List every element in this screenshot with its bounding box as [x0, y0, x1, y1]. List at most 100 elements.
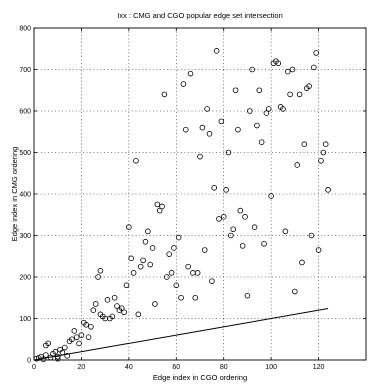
x-tick-label: 80: [220, 364, 228, 371]
scatter-point: [183, 127, 188, 132]
scatter-point: [292, 289, 297, 294]
scatter-point: [145, 229, 150, 234]
scatter-point: [153, 302, 158, 307]
scatter-point: [167, 252, 172, 257]
x-tick-label: 100: [265, 364, 277, 371]
scatter-point: [319, 158, 324, 163]
scatter-point: [179, 295, 184, 300]
y-axis-label: Edge index in CMG ordering: [10, 147, 19, 242]
scatter-point: [283, 229, 288, 234]
scatter-point: [150, 246, 155, 251]
scatter-point: [200, 125, 205, 130]
scatter-point: [195, 270, 200, 275]
scatter-point: [86, 335, 91, 340]
y-tick-label: 0: [27, 358, 31, 365]
x-axis-label: Edge index in CGO ordering: [153, 373, 247, 382]
y-tick-label: 400: [19, 192, 31, 199]
scatter-point: [243, 214, 248, 219]
scatter-point: [257, 88, 262, 93]
scatter-point: [190, 270, 195, 275]
data-series: [34, 48, 330, 361]
scatter-point: [129, 256, 134, 261]
reference-line: [34, 309, 328, 360]
scatter-point: [207, 131, 212, 136]
scatter-point: [250, 67, 255, 72]
x-tick-label: 20: [78, 364, 86, 371]
scatter-point: [205, 107, 210, 112]
scatter-point: [74, 335, 79, 340]
scatter-point: [62, 345, 67, 350]
scatter-point: [214, 48, 219, 53]
scatter-point: [105, 297, 110, 302]
scatter-point: [89, 324, 94, 329]
y-tick-label: 100: [19, 316, 31, 323]
scatter-point: [266, 107, 271, 112]
scatter-point: [134, 158, 139, 163]
y-tick-label: 800: [19, 26, 31, 33]
scatter-point: [141, 258, 146, 263]
scatter-point: [300, 260, 305, 265]
scatter-point: [285, 69, 290, 74]
scatter-point: [138, 264, 143, 269]
scatter-point: [176, 235, 181, 240]
x-tick-label: 0: [32, 364, 36, 371]
scatter-point: [122, 310, 127, 315]
scatter-point: [96, 275, 101, 280]
scatter-point: [262, 241, 267, 246]
scatter-point: [155, 202, 160, 207]
scatter-point: [255, 123, 260, 128]
scatter-point: [91, 308, 96, 313]
y-tick-label: 700: [19, 67, 31, 74]
scatter-point: [240, 243, 245, 248]
scatter-point: [252, 225, 257, 230]
x-tick-label: 40: [125, 364, 133, 371]
y-tick-label: 600: [19, 109, 31, 116]
scatter-point: [126, 225, 131, 230]
y-tick-label: 200: [19, 275, 31, 282]
scatter-point: [193, 295, 198, 300]
scatter-point: [219, 119, 224, 124]
scatter-point: [236, 127, 241, 132]
x-axis-ticks: 0 20 40 60 80 100 120: [32, 28, 324, 371]
y-tick-label: 500: [19, 150, 31, 157]
scatter-point: [326, 187, 331, 192]
scatter-point: [302, 142, 307, 147]
scatter-point: [143, 239, 148, 244]
scatter-point: [172, 246, 177, 251]
scatter-point: [169, 270, 174, 275]
scatter-point: [245, 293, 250, 298]
scatter-point: [131, 270, 136, 275]
scatter-point: [77, 341, 82, 346]
scatter-point: [290, 67, 295, 72]
scatter-point: [233, 88, 238, 93]
scatter-point: [212, 185, 217, 190]
scatter-point: [323, 142, 328, 147]
scatter-point: [112, 295, 117, 300]
scatter-point: [43, 353, 48, 358]
scatter-point: [160, 204, 165, 209]
scatter-point: [136, 312, 141, 317]
x-tick-label: 60: [172, 364, 180, 371]
scatter-point: [188, 71, 193, 76]
scatter-point: [224, 187, 229, 192]
scatter-point: [93, 302, 98, 307]
scatter-point: [198, 154, 203, 159]
scatter-point: [316, 248, 321, 253]
scatter-point: [202, 248, 207, 253]
scatter-point: [221, 214, 226, 219]
scatter-point: [164, 275, 169, 280]
scatter-point: [162, 92, 167, 97]
scatter-point: [98, 268, 103, 273]
scatter-point: [295, 163, 300, 168]
scatter-point: [311, 65, 316, 70]
y-axis-ticks: 0 100 200 300 400 500 600 700 800: [19, 26, 366, 365]
scatter-point: [217, 217, 222, 222]
scatter-point: [288, 92, 293, 97]
scatter-point: [209, 279, 214, 284]
scatter-point: [238, 208, 243, 213]
scatter-point: [72, 329, 77, 334]
scatter-point: [181, 82, 186, 87]
scatter-point: [314, 51, 319, 56]
